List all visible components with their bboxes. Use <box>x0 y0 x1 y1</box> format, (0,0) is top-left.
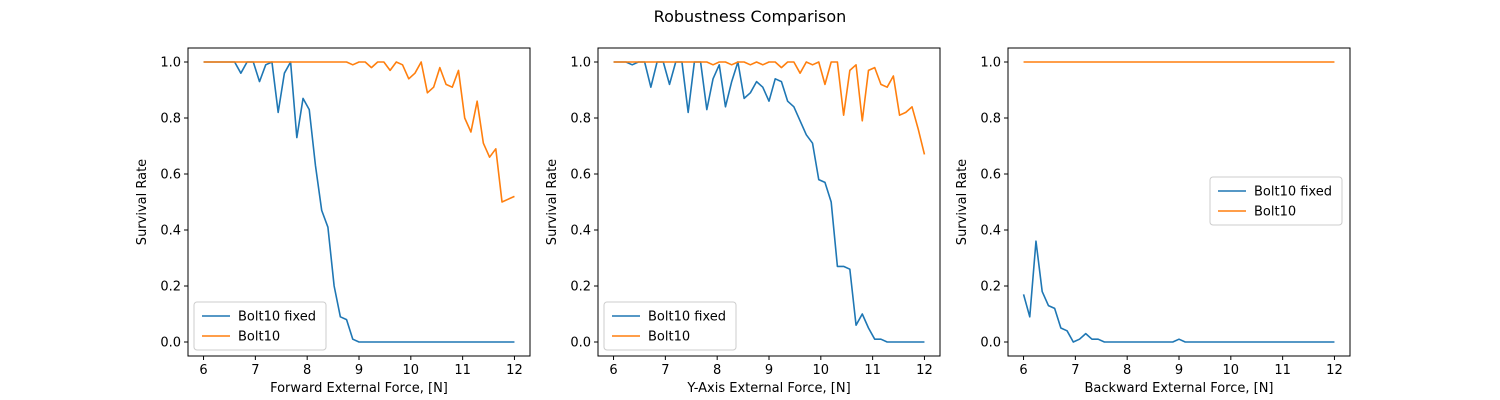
y-tick-label: 0.6 <box>570 168 591 183</box>
y-tick-label: 0.8 <box>160 112 181 127</box>
y-tick-label: 1.0 <box>980 56 1001 71</box>
series-line-bolt10-fixed <box>613 61 925 343</box>
y-tick-label: 0.4 <box>160 224 181 239</box>
y-axis-label: Survival Rate <box>545 159 560 245</box>
y-tick-label: 0.4 <box>570 224 591 239</box>
x-tick-label: 11 <box>1274 363 1291 378</box>
y-tick-label: 0.2 <box>570 280 591 295</box>
series-line-bolt10-fixed <box>1022 240 1335 343</box>
x-axis-label: Y-Axis External Force, [N] <box>686 381 850 396</box>
y-tick-label: 0.0 <box>980 336 1001 351</box>
x-tick-label: 12 <box>916 363 933 378</box>
x-tick-label: 12 <box>1326 363 1343 378</box>
figure-title: Robustness Comparison <box>654 7 847 26</box>
legend: Bolt10 fixed Bolt10 <box>603 301 737 351</box>
x-tick-label: 7 <box>661 363 669 378</box>
series-line-bolt10 <box>203 61 515 203</box>
y-tick-label: 0.4 <box>980 224 1001 239</box>
legend-label: Bolt10 <box>648 330 690 345</box>
x-axis-label: Backward External Force, [N] <box>1084 381 1273 396</box>
x-tick-label: 6 <box>1019 363 1027 378</box>
x-tick-label: 7 <box>1071 363 1079 378</box>
x-tick-label: 10 <box>403 363 420 378</box>
legend-box <box>193 301 327 351</box>
x-tick-label: 11 <box>454 363 471 378</box>
x-tick-label: 6 <box>199 363 207 378</box>
legend: Bolt10 fixed Bolt10 <box>1209 176 1343 226</box>
x-tick-label: 8 <box>713 363 721 378</box>
x-tick-label: 10 <box>813 363 830 378</box>
legend-label: Bolt10 <box>238 330 280 345</box>
chart-panel-1: 6 7 8 9 10 11 12 0.0 0.2 0.4 0.6 0.8 1.0 Forward Exte… <box>135 47 531 396</box>
chart-panel-3: 6 7 8 9 10 11 12 0.0 0.2 0.4 0.6 0.8 1.0 Backward Ext… <box>955 47 1351 396</box>
y-tick-label: 0.8 <box>570 112 591 127</box>
x-tick-label: 9 <box>355 363 363 378</box>
x-tick-label: 9 <box>765 363 773 378</box>
y-axis-label: Survival Rate <box>955 159 970 245</box>
x-tick-label: 12 <box>506 363 523 378</box>
y-tick-label: 0.6 <box>980 168 1001 183</box>
y-tick-label: 0.2 <box>160 280 181 295</box>
x-tick-label: 7 <box>251 363 259 378</box>
legend-box <box>603 301 737 351</box>
y-tick-label: 1.0 <box>570 56 591 71</box>
legend-label: Bolt10 fixed <box>238 310 316 325</box>
y-tick-label: 0.0 <box>570 336 591 351</box>
x-tick-label: 9 <box>1175 363 1183 378</box>
legend-box <box>1209 176 1343 226</box>
legend-label: Bolt10 <box>1254 205 1296 220</box>
y-tick-label: 1.0 <box>160 56 181 71</box>
y-tick-label: 0.6 <box>160 168 181 183</box>
y-tick-label: 0.2 <box>980 280 1001 295</box>
y-tick-label: 0.8 <box>980 112 1001 127</box>
y-axis-label: Survival Rate <box>135 159 150 245</box>
x-tick-label: 11 <box>864 363 881 378</box>
x-tick-label: 8 <box>1123 363 1131 378</box>
series-line-bolt10-fixed <box>203 61 515 343</box>
chart-panel-2: 6 7 8 9 10 11 12 0.0 0.2 0.4 0.6 0.8 1.0 Y-Axis Exter… <box>545 47 941 396</box>
legend: Bolt10 fixed Bolt10 <box>193 301 327 351</box>
y-tick-label: 0.0 <box>160 336 181 351</box>
legend-label: Bolt10 fixed <box>1254 185 1332 200</box>
x-tick-label: 6 <box>609 363 617 378</box>
x-axis-label: Forward External Force, [N] <box>270 381 448 396</box>
legend-label: Bolt10 fixed <box>648 310 726 325</box>
series-line-bolt10 <box>613 61 926 155</box>
x-tick-label: 10 <box>1223 363 1240 378</box>
x-tick-label: 8 <box>303 363 311 378</box>
